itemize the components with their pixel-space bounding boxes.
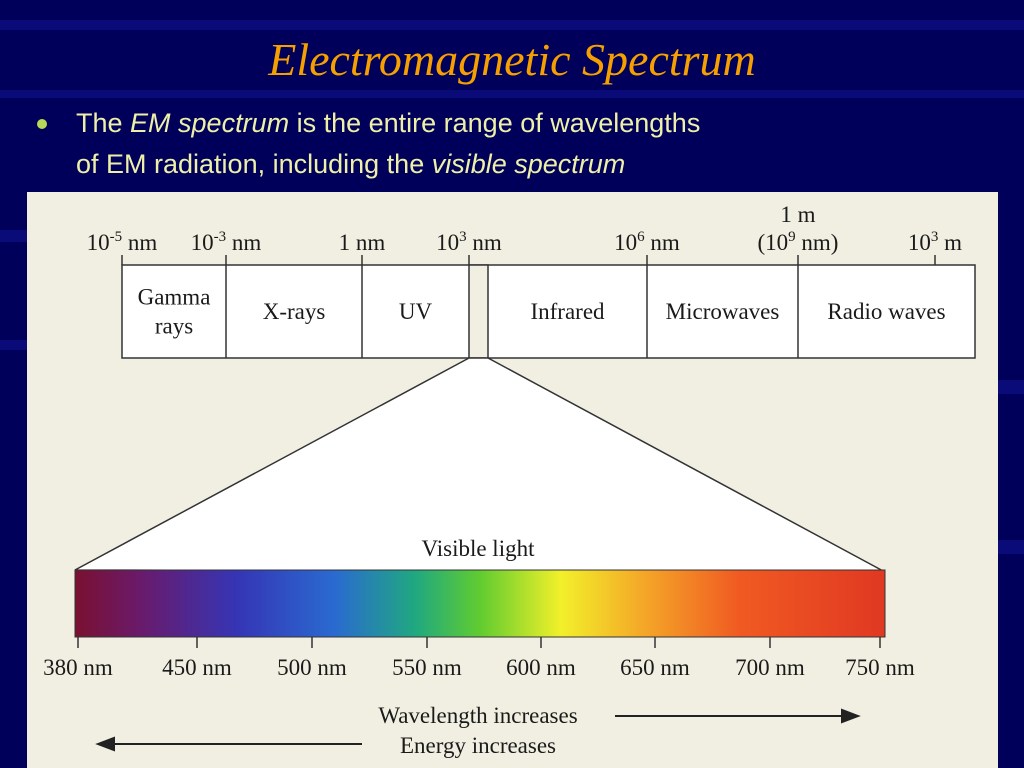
band-box: [121, 264, 976, 359]
text-segment: 10: [614, 230, 637, 255]
diagram: 10-5 nm 10-3 nm 1 nm 103 nm 106 nm (109 nm) 10…: [43, 202, 962, 758]
visible-tick-label: 450 nm: [162, 655, 232, 680]
slide-title: Electromagnetic Spectrum: [267, 34, 756, 85]
visible-tick-label: 650 nm: [620, 655, 690, 680]
text-segment: nm: [645, 230, 680, 255]
text-segment: nm: [467, 230, 502, 255]
scale-label: 10-5 nm: [87, 229, 158, 255]
text-segment: 6: [637, 229, 645, 245]
text-segment: (10: [758, 230, 789, 255]
text-segment: 1 nm: [339, 230, 386, 255]
band-label: X-rays: [263, 299, 326, 324]
scale-label: 103 m: [908, 229, 962, 255]
text-segment: The: [76, 108, 130, 138]
text-segment: of EM radiation, including the: [76, 149, 432, 179]
bullet-line: of EM radiation, including the visible s…: [76, 149, 625, 179]
visible-spectrum-bar: [74, 569, 886, 638]
band-label: rays: [155, 314, 193, 339]
text-segment: EM spectrum: [130, 108, 289, 138]
arrows: [95, 708, 861, 752]
visible-tick-label: 550 nm: [392, 655, 462, 680]
text-segment: nm: [226, 230, 261, 255]
text-segment: 3: [459, 229, 467, 245]
band-label: UV: [399, 299, 433, 324]
energy-arrow-label: Energy increases: [400, 733, 556, 758]
band-label: Radio waves: [827, 299, 945, 324]
scale-label: 1 nm: [339, 230, 386, 255]
text-segment: 9: [788, 229, 796, 245]
band-label: Infrared: [530, 299, 605, 324]
scale-label: 106 nm: [614, 229, 680, 255]
band-label: Microwaves: [666, 299, 780, 324]
bullet-line: The EM spectrum is the entire range of w…: [76, 108, 700, 138]
text-segment: 3: [931, 229, 939, 245]
text-segment: -5: [110, 229, 123, 245]
visible-tick-label: 750 nm: [845, 655, 915, 680]
visible-slot: [468, 264, 489, 359]
visible-tick-label: 600 nm: [506, 655, 576, 680]
text-segment: nm): [796, 230, 839, 255]
scale-label: 10-3 nm: [191, 229, 262, 255]
bullet-icon: [37, 119, 47, 129]
scale-note: 1 m: [780, 202, 815, 227]
text-segment: 10: [191, 230, 214, 255]
wavelength-arrow-label: Wavelength increases: [378, 703, 577, 728]
visible-label: Visible light: [422, 536, 536, 561]
text-segment: -3: [214, 229, 227, 245]
text-segment: 10: [908, 230, 931, 255]
visible-tick-label: 380 nm: [43, 655, 113, 680]
text-segment: is the entire range of wavelengths: [289, 108, 700, 138]
visible-tick-label: 700 nm: [735, 655, 805, 680]
text-segment: nm: [122, 230, 157, 255]
text-segment: 10: [436, 230, 459, 255]
scale-label: 103 nm: [436, 229, 502, 255]
scale-label: (109 nm): [758, 229, 839, 255]
visible-tick-label: 500 nm: [277, 655, 347, 680]
text-segment: 10: [87, 230, 110, 255]
text-segment: m: [938, 230, 962, 255]
text-segment: visible spectrum: [432, 149, 626, 179]
bullet-text: The EM spectrum is the entire range of w…: [76, 108, 700, 179]
band-label: Gamma: [138, 285, 211, 310]
